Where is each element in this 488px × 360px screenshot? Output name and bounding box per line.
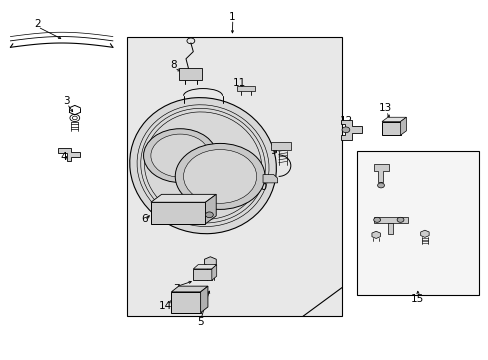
Text: 4: 4	[61, 152, 67, 162]
Text: 8: 8	[170, 60, 177, 70]
Polygon shape	[400, 117, 406, 135]
Bar	[193, 269, 211, 280]
Bar	[151, 202, 205, 224]
Polygon shape	[58, 148, 80, 161]
Bar	[171, 292, 200, 313]
Bar	[178, 68, 202, 80]
Polygon shape	[371, 231, 380, 238]
Text: 10: 10	[254, 182, 267, 192]
Bar	[387, 223, 392, 234]
Text: 15: 15	[410, 294, 424, 304]
Text: 6: 6	[141, 215, 147, 224]
Circle shape	[175, 143, 264, 210]
Circle shape	[396, 217, 403, 222]
Text: 3: 3	[63, 96, 70, 106]
Bar	[373, 217, 407, 223]
Circle shape	[373, 217, 380, 222]
Polygon shape	[193, 265, 216, 269]
Ellipse shape	[129, 98, 276, 234]
Circle shape	[183, 149, 256, 203]
Bar	[356, 151, 478, 295]
Polygon shape	[340, 120, 361, 140]
Polygon shape	[171, 286, 207, 292]
Text: 13: 13	[379, 103, 392, 113]
Polygon shape	[200, 286, 207, 313]
Circle shape	[341, 127, 349, 133]
Text: 11: 11	[232, 78, 246, 88]
Text: 2: 2	[34, 19, 41, 29]
Text: 9: 9	[270, 146, 277, 156]
Polygon shape	[420, 230, 428, 237]
Text: 14: 14	[159, 301, 172, 311]
Bar	[127, 37, 341, 316]
Circle shape	[151, 134, 209, 177]
Polygon shape	[204, 257, 216, 267]
Polygon shape	[373, 164, 388, 182]
Bar	[381, 122, 400, 135]
Text: 5: 5	[197, 317, 203, 327]
Polygon shape	[381, 117, 406, 122]
Polygon shape	[205, 194, 216, 224]
Polygon shape	[151, 194, 216, 202]
Text: 12: 12	[340, 116, 353, 126]
Circle shape	[143, 129, 216, 183]
Bar	[237, 86, 254, 91]
Text: 1: 1	[228, 12, 235, 22]
Circle shape	[377, 183, 384, 188]
Bar	[271, 141, 290, 149]
Polygon shape	[263, 175, 277, 183]
Polygon shape	[211, 265, 216, 280]
Text: 7: 7	[173, 284, 179, 294]
Circle shape	[205, 212, 213, 218]
